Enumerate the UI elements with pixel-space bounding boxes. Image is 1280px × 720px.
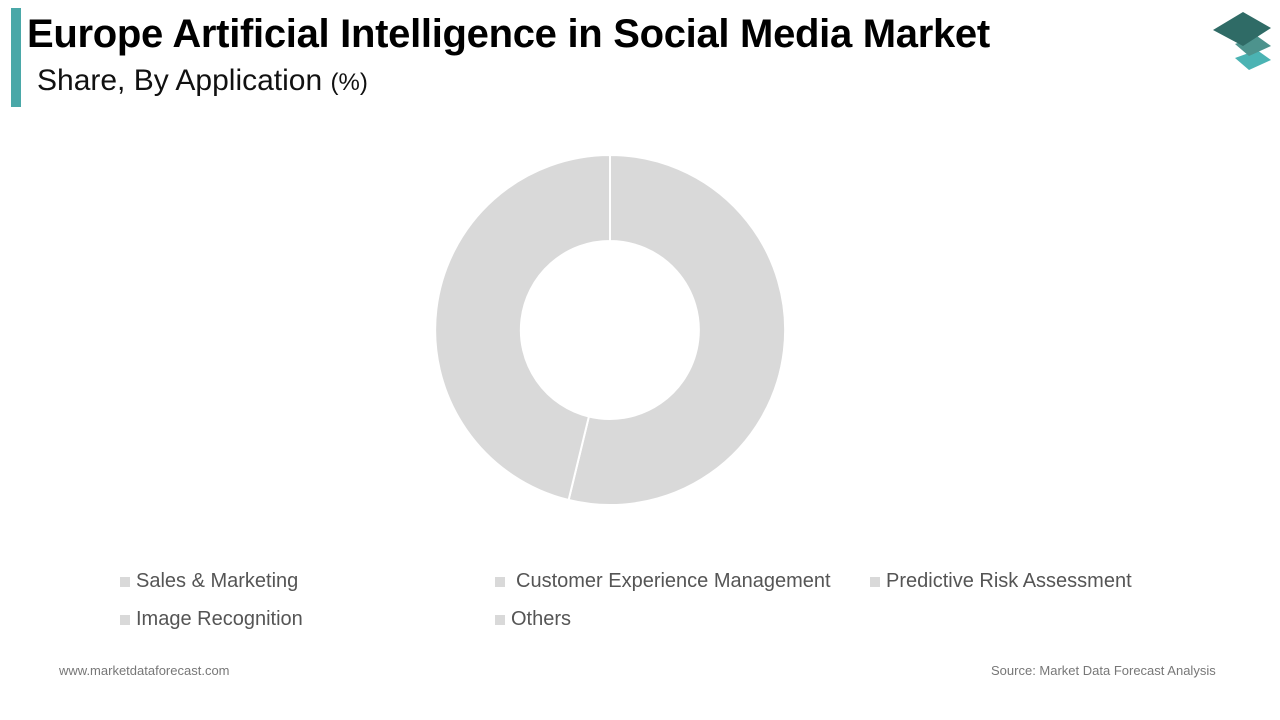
legend-swatch-icon: [495, 614, 505, 625]
donut-segment-customer-experience[interactable]: [434, 153, 611, 502]
legend-item-others[interactable]: Others: [495, 608, 571, 631]
donut-segment-sales-marketing[interactable]: [567, 153, 787, 506]
chart-title: Europe Artificial Intelligence in Social…: [27, 12, 990, 56]
website-link[interactable]: www.marketdataforecast.com: [59, 663, 230, 678]
legend-swatch-icon: [495, 576, 505, 587]
subtitle-text: Share, By Application: [37, 64, 323, 97]
title-accent-bar: [11, 8, 21, 107]
chart-subtitle: Share, By Application (%): [37, 64, 368, 98]
subtitle-unit: (%): [330, 69, 368, 96]
source-note: Source: Market Data Forecast Analysis: [991, 663, 1216, 678]
stacked-layers-icon: [1213, 12, 1271, 70]
legend-label: Others: [511, 608, 572, 630]
legend-swatch-icon: [120, 576, 130, 587]
donut-chart: [434, 153, 787, 506]
legend-item-predictive-risk[interactable]: Predictive Risk Assessment: [870, 570, 1132, 593]
legend-label: Predictive Risk Assessment: [886, 570, 1132, 592]
legend-label: Image Recognition: [136, 608, 303, 630]
legend-swatch-icon: [870, 576, 880, 587]
legend-label: Sales & Marketing: [136, 570, 299, 592]
legend-item-customer-experience[interactable]: Customer Experience Management: [495, 570, 831, 593]
legend-label: Customer Experience Management: [516, 570, 831, 592]
legend-swatch-icon: [120, 614, 130, 625]
legend-item-image-recognition[interactable]: Image Recognition: [120, 608, 303, 631]
legend-item-sales-marketing[interactable]: Sales & Marketing: [120, 570, 298, 593]
